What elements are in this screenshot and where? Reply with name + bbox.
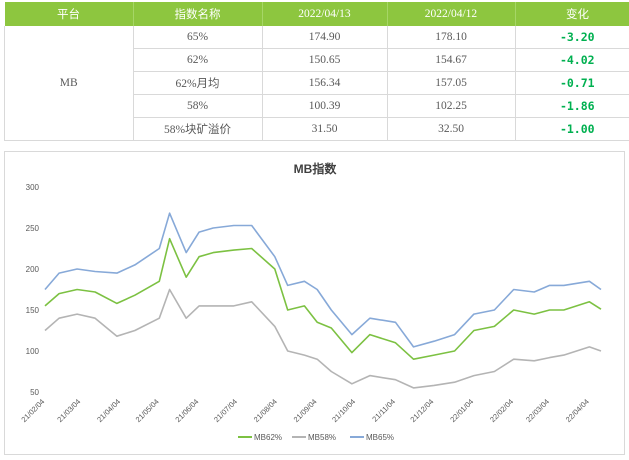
- x-tick-label: 22/02/04: [488, 397, 515, 424]
- x-tick-label: 22/01/04: [448, 397, 475, 424]
- y-tick-label: 300: [26, 183, 40, 192]
- table-row: 58% 100.39 102.25 -1.86: [5, 94, 629, 118]
- table-row: 62% 150.65 154.67 -4.02: [5, 48, 629, 72]
- current-value-cell: 100.39: [262, 94, 388, 118]
- current-value-cell: 174.90: [262, 26, 388, 49]
- series-line-mb62%: [44, 237, 602, 360]
- x-tick-label: 21/11/04: [370, 397, 397, 424]
- legend: MB62% MB58% MB65%: [238, 433, 394, 442]
- legend-label: MB65%: [366, 433, 394, 442]
- header-change: 变化: [515, 2, 629, 26]
- legend-label: MB62%: [254, 433, 282, 442]
- header-platform: 平台: [4, 2, 134, 26]
- x-tick-label: 21/04/04: [95, 397, 122, 424]
- table-row: 58%块矿溢价 31.50 32.50 -1.00: [5, 117, 629, 141]
- y-axis: 50 100 150 200 250 300: [26, 183, 40, 397]
- x-tick-label: 21/05/04: [134, 397, 161, 424]
- plot-area: [44, 212, 602, 389]
- y-tick-label: 200: [26, 265, 40, 274]
- x-tick-label: 21/02/04: [19, 397, 46, 424]
- x-tick-label: 21/06/04: [173, 397, 200, 424]
- price-table: 平台 指数名称 2022/04/13 2022/04/12 变化 MB 65% …: [4, 2, 629, 141]
- table-header-row: 平台 指数名称 2022/04/13 2022/04/12 变化: [4, 2, 629, 26]
- y-tick-label: 250: [26, 224, 40, 233]
- previous-value-cell: 32.50: [387, 117, 516, 141]
- index-name-cell: 58%块矿溢价: [132, 117, 263, 141]
- change-cell: -3.20: [515, 26, 629, 49]
- previous-value-cell: 157.05: [387, 71, 516, 95]
- change-cell: -4.02: [515, 48, 629, 72]
- change-cell: -1.86: [515, 94, 629, 118]
- index-name-cell: 62%月均: [132, 71, 263, 95]
- table-row: 62%月均 156.34 157.05 -0.71: [5, 71, 629, 95]
- platform-cell: MB: [4, 26, 134, 141]
- x-tick-label: 21/07/04: [212, 397, 239, 424]
- header-date-previous: 2022/04/12: [387, 2, 516, 26]
- x-tick-label: 21/03/04: [55, 397, 82, 424]
- x-axis: 21/02/04 21/03/04 21/04/04 21/05/04 21/06/04…: [19, 397, 590, 424]
- index-name-cell: 62%: [132, 48, 263, 72]
- previous-value-cell: 154.67: [387, 48, 516, 72]
- y-tick-label: 150: [26, 306, 40, 315]
- current-value-cell: 156.34: [262, 71, 388, 95]
- table-row: MB 65% 174.90 178.10 -3.20: [4, 26, 629, 141]
- x-tick-label: 21/09/04: [292, 397, 319, 424]
- current-value-cell: 31.50: [262, 117, 388, 141]
- chart-title: MB指数: [294, 161, 338, 176]
- x-tick-label: 22/04/04: [564, 397, 591, 424]
- x-tick-label: 21/08/04: [252, 397, 279, 424]
- change-cell: -1.00: [515, 117, 629, 141]
- series-line-mb65%: [44, 212, 602, 348]
- index-name-cell: 58%: [132, 94, 263, 118]
- y-tick-label: 50: [30, 388, 39, 397]
- x-tick-label: 21/12/04: [408, 397, 435, 424]
- y-tick-label: 100: [26, 347, 40, 356]
- header-date-current: 2022/04/13: [262, 2, 388, 26]
- x-tick-label: 22/03/04: [524, 397, 551, 424]
- x-tick-label: 21/10/04: [330, 397, 357, 424]
- series-line-mb58%: [44, 288, 602, 389]
- header-index-name: 指数名称: [133, 2, 263, 26]
- index-name-cell: 65%: [133, 26, 263, 49]
- chart-panel: MB指数 50 100 150 200 250 300 21/02/04 21/03/04 2…: [4, 151, 625, 455]
- change-cell: -0.71: [515, 71, 629, 95]
- current-value-cell: 150.65: [262, 48, 388, 72]
- previous-value-cell: 102.25: [387, 94, 516, 118]
- legend-label: MB58%: [308, 433, 336, 442]
- previous-value-cell: 178.10: [387, 26, 516, 49]
